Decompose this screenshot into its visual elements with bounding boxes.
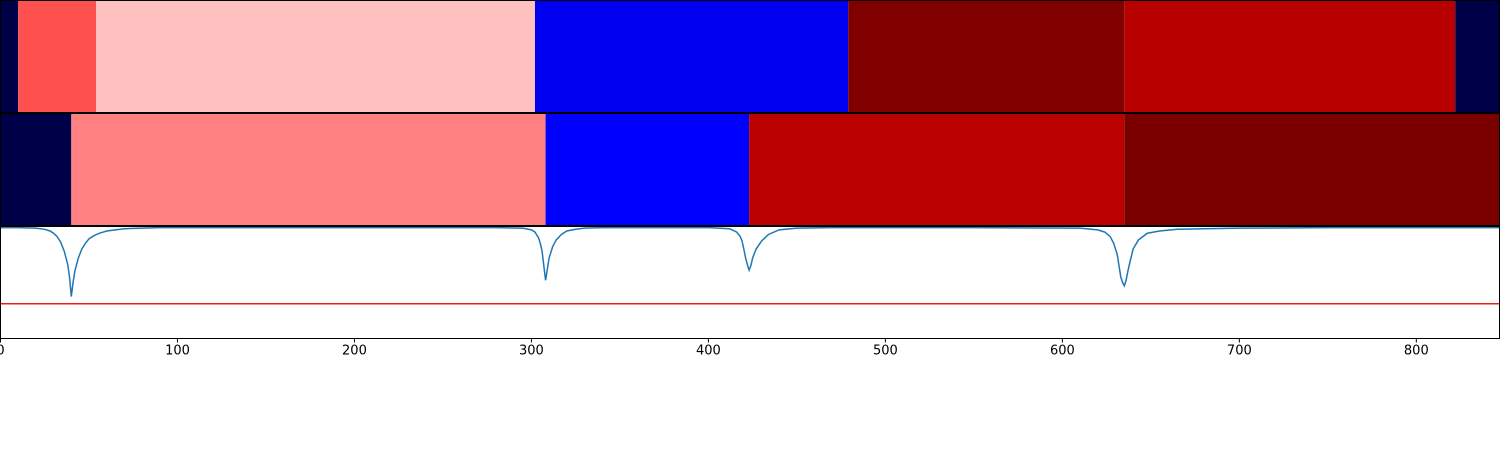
x-tick-label: 100 [165, 343, 190, 358]
x-tick-label: 500 [873, 343, 898, 358]
segment [1124, 113, 1500, 226]
x-tick-label: 800 [1404, 343, 1429, 358]
x-tick-label: 0 [0, 343, 5, 358]
axes-frame [0, 226, 1500, 339]
segment [0, 113, 72, 226]
segment [1455, 0, 1500, 113]
segment [848, 0, 1125, 113]
segment [71, 113, 546, 226]
x-tick-label: 400 [696, 343, 721, 358]
x-tick-label: 700 [1227, 343, 1252, 358]
segment [96, 0, 535, 113]
line [0, 226, 1500, 297]
segment [18, 0, 97, 113]
segment [1124, 0, 1456, 113]
segment [749, 113, 1125, 226]
x-tick-label: 600 [1050, 343, 1075, 358]
segment [545, 113, 750, 226]
segment [534, 0, 849, 113]
x-tick-label: 300 [519, 343, 544, 358]
x-tick-label: 200 [342, 343, 367, 358]
segment [0, 0, 19, 113]
